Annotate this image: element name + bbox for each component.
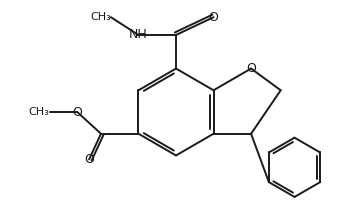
Text: NH: NH bbox=[129, 28, 148, 41]
Text: CH₃: CH₃ bbox=[29, 107, 50, 117]
Text: CH₃: CH₃ bbox=[90, 12, 111, 22]
Text: O: O bbox=[84, 153, 94, 166]
Text: O: O bbox=[246, 62, 256, 75]
Text: O: O bbox=[209, 11, 218, 24]
Text: O: O bbox=[72, 106, 82, 118]
